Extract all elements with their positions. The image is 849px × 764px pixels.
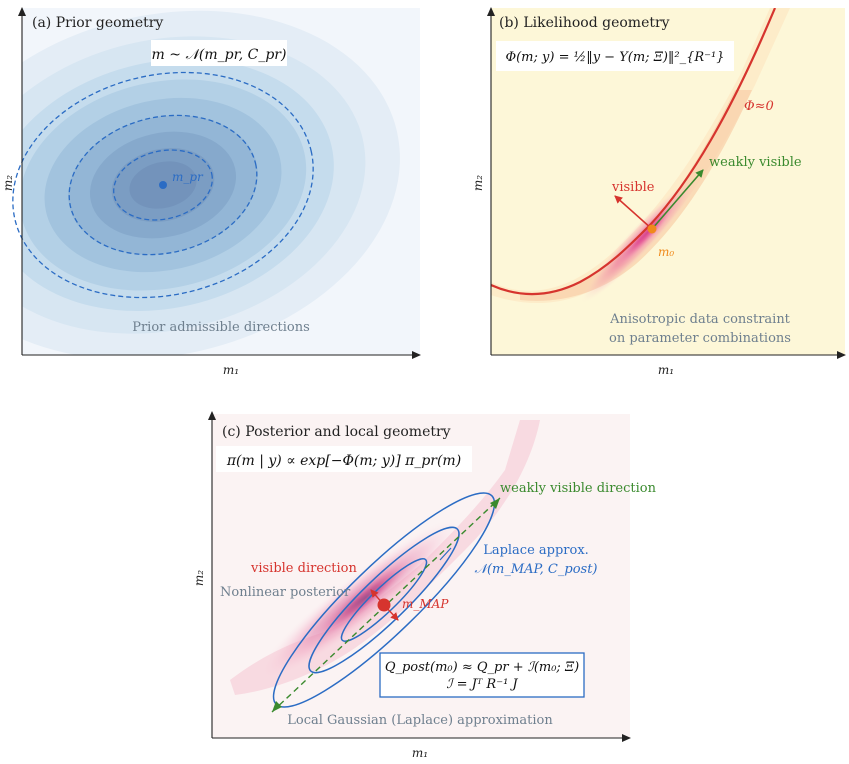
prior-level-2: [68, 114, 258, 256]
prior-mean-point: [159, 181, 167, 189]
panel-b-formula-box: [496, 41, 734, 71]
weakly-visible-label: weakly visible: [709, 155, 802, 170]
prior-level-1: [113, 149, 213, 221]
weak-direction-line: [271, 497, 501, 713]
weak-direction-label: weakly visible direction: [500, 481, 657, 496]
map-label: m_MAP: [402, 597, 449, 611]
panel-c: m_MAP (c) Posterior and local geometry π…: [192, 411, 657, 760]
weak-direction-arrow: [651, 169, 704, 230]
prior-mean-label: m_pr: [172, 170, 204, 184]
zero-misfit-curve: [491, 8, 777, 296]
panel-c-y-label: m₂: [192, 570, 206, 586]
nonlinear-posterior-label: Nonlinear posterior: [220, 585, 351, 600]
likelihood-formula: Φ(m; y) = ½‖y − Y(m; Ξ)‖²_{R⁻¹}: [505, 50, 724, 65]
likelihood-caption-1: Anisotropic data constraint: [609, 312, 791, 327]
panel-a-formula-box: [151, 40, 287, 66]
map-point: [377, 598, 391, 612]
panel-a-x-label: m₁: [223, 363, 239, 377]
prior-caption: Prior admissible directions: [132, 320, 310, 335]
panel-a-y-label: m₂: [1, 175, 15, 191]
weak-direction-tail-arrow: [272, 701, 282, 712]
fisher-box-line-1: Q_post(m₀) ≈ Q_pr + ℐ(m₀; Ξ): [385, 660, 579, 675]
panel-c-x-label: m₁: [412, 746, 428, 760]
panel-a: m_pr (a) Prior geometry m ~ 𝒩(m_pr, C_pr…: [1, 7, 421, 377]
prior-level-3: [12, 71, 314, 299]
posterior-density: [230, 420, 540, 695]
panel-b-title: (b) Likelihood geometry: [499, 15, 670, 31]
panel-b: Φ≈0 visible weakly visible m₀ (b) Likeli…: [471, 7, 846, 377]
prior-dashed-levels: [12, 71, 314, 299]
weak-direction-head-arrow: [490, 498, 500, 509]
panel-a-title: (a) Prior geometry: [32, 15, 163, 31]
laplace-caption: Local Gaussian (Laplace) approximation: [287, 713, 553, 728]
visible-label: visible: [611, 180, 655, 195]
laplace-label-1: Laplace approx.: [483, 543, 589, 558]
curve-label: Φ≈0: [744, 99, 774, 114]
panel-c-title: (c) Posterior and local geometry: [222, 424, 451, 440]
panel-b-y-label: m₂: [471, 175, 485, 191]
prior-formula: m ~ 𝒩(m_pr, C_pr): [152, 47, 287, 63]
posterior-formula: π(m | y) ∝ exp[−Φ(m; y)] π_pr(m): [226, 453, 461, 469]
panel-c-formula-box: [216, 446, 472, 472]
fisher-box-line-2: ℐ = Jᵀ R⁻¹ J: [446, 677, 518, 692]
laplace-label-2: 𝒩(m_MAP, C_post): [475, 562, 598, 577]
likelihood-caption-2: on parameter combinations: [609, 331, 791, 346]
m0-point: [647, 224, 657, 234]
m0-label: m₀: [658, 245, 674, 259]
visible-direction-arrow: [614, 195, 653, 230]
laplace-pointer: [439, 547, 452, 561]
panel-b-x-label: m₁: [658, 363, 674, 377]
laplace-level-2: [308, 526, 460, 674]
visible-direction-label: visible direction: [250, 561, 358, 576]
fisher-info-box: [379, 652, 585, 698]
